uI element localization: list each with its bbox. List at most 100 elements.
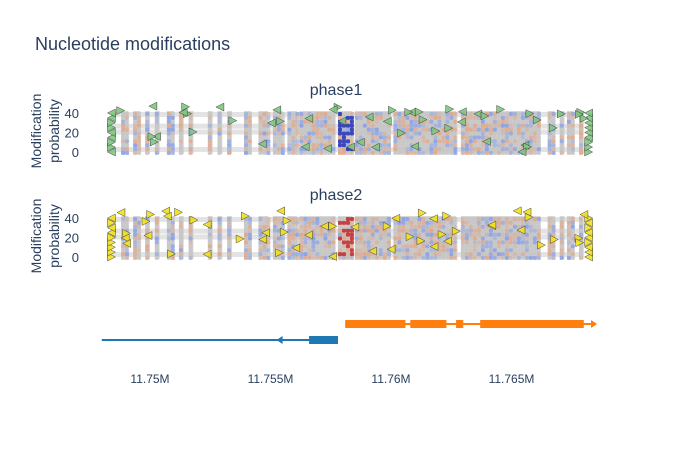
modification-point bbox=[566, 119, 571, 124]
modification-point bbox=[247, 119, 252, 124]
modification-point bbox=[409, 150, 414, 155]
modification-point bbox=[504, 232, 509, 237]
modification-point bbox=[484, 248, 489, 253]
modification-point bbox=[559, 224, 564, 229]
modification-point bbox=[370, 228, 375, 233]
modification-point bbox=[170, 139, 175, 144]
modification-point bbox=[370, 127, 375, 132]
modification-point bbox=[492, 147, 497, 152]
modification-point bbox=[272, 240, 277, 245]
modification-point bbox=[500, 143, 505, 148]
modification-point bbox=[354, 135, 359, 140]
modification-point bbox=[492, 119, 497, 124]
modification-point bbox=[154, 143, 159, 148]
modification-point bbox=[488, 115, 493, 120]
modification-point bbox=[532, 150, 537, 155]
triangle-marker bbox=[107, 137, 116, 147]
modification-point bbox=[441, 236, 446, 241]
modification-point bbox=[125, 147, 130, 152]
modification-point bbox=[307, 255, 312, 260]
modification-point bbox=[311, 150, 316, 155]
modification-point bbox=[295, 143, 300, 148]
triangle-marker bbox=[584, 223, 594, 233]
modification-point bbox=[272, 220, 277, 225]
modification-point bbox=[370, 139, 375, 144]
modification-point bbox=[287, 115, 292, 120]
modification-point bbox=[559, 119, 564, 124]
modification-point bbox=[512, 244, 517, 249]
modification-point bbox=[243, 236, 248, 241]
modification-point bbox=[536, 127, 541, 132]
modification-point bbox=[217, 135, 222, 140]
modification-point bbox=[516, 224, 521, 229]
modification-point bbox=[417, 216, 422, 221]
modification-point bbox=[207, 143, 212, 148]
modification-point bbox=[327, 252, 332, 257]
modification-point bbox=[504, 228, 509, 233]
modification-point bbox=[166, 131, 171, 136]
modification-point bbox=[291, 232, 296, 237]
modification-point bbox=[178, 220, 183, 225]
modification-point bbox=[121, 224, 126, 229]
modification-point bbox=[468, 228, 473, 233]
modification-point bbox=[337, 123, 342, 128]
modification-point bbox=[133, 123, 138, 128]
modification-point bbox=[492, 252, 497, 257]
modification-point bbox=[570, 150, 575, 155]
modification-point bbox=[217, 111, 222, 116]
modification-point bbox=[524, 123, 529, 128]
modification-point bbox=[524, 236, 529, 241]
modification-point bbox=[133, 244, 138, 249]
modification-point bbox=[401, 220, 406, 225]
modification-point bbox=[441, 255, 446, 260]
modification-point bbox=[133, 150, 138, 155]
modification-point bbox=[243, 150, 248, 155]
modification-point bbox=[307, 224, 312, 229]
modification-point bbox=[480, 127, 485, 132]
modification-point bbox=[276, 150, 281, 155]
modification-point bbox=[319, 111, 324, 116]
modification-point bbox=[366, 255, 371, 260]
modification-point bbox=[327, 248, 332, 253]
modification-point bbox=[243, 228, 248, 233]
modification-point bbox=[378, 248, 383, 253]
modification-point bbox=[188, 255, 193, 260]
modification-point bbox=[468, 255, 473, 260]
modification-point bbox=[341, 244, 346, 249]
modification-point bbox=[121, 216, 126, 221]
triangle-marker bbox=[202, 249, 212, 259]
y-tick-label: 0 bbox=[72, 250, 79, 265]
modification-point bbox=[291, 252, 296, 257]
modification-point bbox=[464, 255, 469, 260]
modification-point bbox=[378, 232, 383, 237]
modification-point bbox=[262, 224, 267, 229]
gene-strand-arrow bbox=[591, 320, 598, 328]
modification-point bbox=[217, 119, 222, 124]
modification-point bbox=[504, 224, 509, 229]
modification-point bbox=[476, 139, 481, 144]
modification-point bbox=[272, 135, 277, 140]
modification-point bbox=[405, 123, 410, 128]
modification-point bbox=[378, 143, 383, 148]
modification-point bbox=[453, 135, 458, 140]
triangle-marker bbox=[235, 234, 245, 244]
modification-point bbox=[217, 147, 222, 152]
modification-point bbox=[331, 135, 336, 140]
modification-point bbox=[449, 220, 454, 225]
modification-point bbox=[496, 255, 501, 260]
modification-point bbox=[311, 147, 316, 152]
modification-point bbox=[291, 150, 296, 155]
modification-point bbox=[262, 127, 267, 132]
modification-point bbox=[566, 224, 571, 229]
modification-point bbox=[307, 252, 312, 257]
triangle-marker bbox=[106, 147, 116, 157]
modification-point bbox=[323, 236, 328, 241]
modification-point bbox=[299, 119, 304, 124]
modification-point bbox=[532, 216, 537, 221]
modification-point bbox=[362, 240, 367, 245]
modification-point bbox=[566, 139, 571, 144]
modification-point bbox=[337, 232, 342, 237]
modification-point bbox=[299, 115, 304, 120]
modification-point bbox=[323, 123, 328, 128]
modification-point bbox=[578, 216, 583, 221]
